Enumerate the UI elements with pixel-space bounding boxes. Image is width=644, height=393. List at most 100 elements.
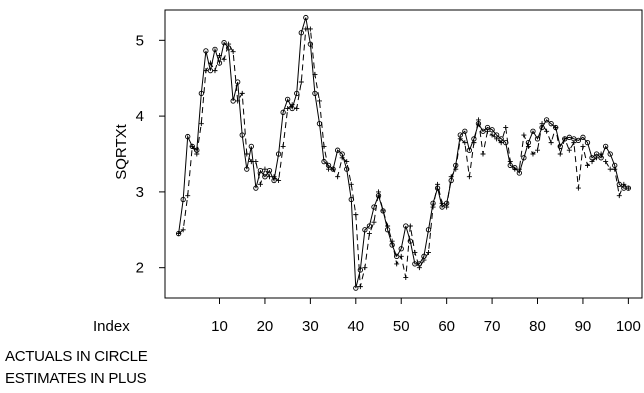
actual-point <box>280 109 286 115</box>
estimate-point <box>330 166 336 172</box>
actual-point <box>530 128 536 134</box>
estimate-point <box>553 124 559 130</box>
actual-point <box>307 41 314 47</box>
estimate-point <box>380 208 386 214</box>
estimate-point <box>180 227 186 233</box>
estimate-point <box>580 143 586 149</box>
actual-point <box>285 96 291 103</box>
estimate-point <box>453 166 459 172</box>
x-tick-label: 80 <box>529 318 546 335</box>
estimate-point <box>307 26 313 32</box>
estimate-point <box>385 223 391 229</box>
actual-point <box>303 14 309 21</box>
estimate-point <box>466 174 472 180</box>
estimate-point <box>194 151 200 157</box>
estimate-point <box>489 132 495 138</box>
estimate-point <box>344 159 350 165</box>
estimate-point <box>407 223 413 229</box>
actual-point <box>462 128 468 134</box>
plot-frame <box>164 9 643 299</box>
estimate-point <box>521 132 527 138</box>
y-tick-label: 5 <box>136 32 144 49</box>
y-tick-label: 3 <box>136 184 144 201</box>
actual-point <box>216 60 223 66</box>
estimate-point <box>298 79 304 85</box>
actual-point <box>298 30 304 36</box>
estimate-point <box>189 143 195 149</box>
actual-point <box>398 246 404 252</box>
actual-point <box>198 90 204 97</box>
actual-point <box>266 168 273 174</box>
estimate-point <box>394 261 400 267</box>
estimate-point <box>607 166 613 172</box>
estimate-point <box>403 275 409 281</box>
estimate-point <box>198 121 204 127</box>
estimate-point <box>439 200 445 206</box>
actual-point <box>575 137 582 144</box>
actuals-line <box>178 17 629 289</box>
estimate-point <box>544 128 550 134</box>
estimates-line <box>178 28 629 287</box>
estimate-point <box>598 151 604 157</box>
actual-point <box>244 166 250 172</box>
actual-point <box>603 143 609 150</box>
estimate-point <box>584 162 590 168</box>
actual-point <box>312 90 318 97</box>
estimate-point <box>485 128 491 134</box>
x-tick-label: 90 <box>575 318 592 335</box>
estimate-point <box>366 231 372 237</box>
estimate-point <box>353 212 359 218</box>
actual-point <box>557 143 563 150</box>
estimate-point <box>507 159 513 165</box>
estimate-point <box>571 140 577 146</box>
estimate-point <box>203 68 209 74</box>
estimate-point <box>462 140 468 146</box>
estimate-point <box>221 56 227 62</box>
actual-point <box>584 139 591 146</box>
actual-point <box>466 147 473 153</box>
estimate-point <box>289 102 295 108</box>
estimate-point <box>212 68 218 74</box>
estimate-point <box>335 174 341 180</box>
actual-point <box>321 158 327 165</box>
estimate-point <box>244 151 250 157</box>
estimate-point <box>316 98 322 104</box>
estimate-point <box>326 166 332 172</box>
legend-note-estimates: ESTIMATES IN PLUS <box>5 370 147 387</box>
estimate-point <box>430 204 436 210</box>
estimate-point <box>435 181 441 187</box>
estimate-point <box>594 155 600 161</box>
estimate-point <box>516 166 522 172</box>
estimate-point <box>457 136 463 142</box>
estimate-point <box>498 140 504 146</box>
estimate-point <box>266 174 272 180</box>
estimate-point <box>444 204 450 210</box>
estimate-point <box>471 140 477 146</box>
estimate-point <box>176 231 182 237</box>
estimate-point <box>475 117 481 123</box>
estimate-point <box>589 159 595 165</box>
actual-point <box>425 227 432 233</box>
estimate-point <box>230 49 236 55</box>
estimate-point <box>280 143 286 149</box>
estimate-point <box>285 106 291 112</box>
estimate-point <box>257 181 263 187</box>
actual-point <box>185 133 191 140</box>
x-tick-label: 20 <box>257 318 274 335</box>
estimate-point <box>512 166 518 172</box>
estimate-point <box>535 147 541 153</box>
estimate-point <box>271 174 277 180</box>
estimate-point <box>207 60 213 66</box>
estimate-point <box>603 159 609 165</box>
estimate-point <box>376 189 382 195</box>
x-axis-label: Index <box>93 318 130 335</box>
estimate-point <box>503 124 509 130</box>
estimate-point <box>217 52 223 58</box>
actual-point <box>235 79 241 85</box>
estimate-point <box>276 178 282 184</box>
estimate-point <box>616 193 622 199</box>
estimate-point <box>612 166 618 172</box>
estimate-point <box>357 284 363 290</box>
actual-point <box>548 121 554 127</box>
